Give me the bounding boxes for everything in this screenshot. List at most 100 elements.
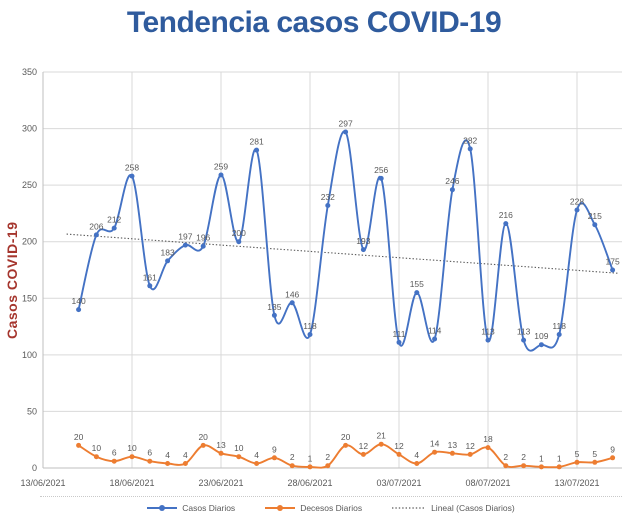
decesos-diarios-label: 2 xyxy=(325,452,330,462)
casos-diarios-label: 212 xyxy=(107,215,121,225)
casos-diarios-label: 200 xyxy=(232,228,246,238)
casos-diarios-label: 232 xyxy=(321,192,335,202)
casos-diarios-point xyxy=(574,207,580,213)
casos-diarios-point xyxy=(343,129,349,135)
decesos-diarios-point xyxy=(182,461,188,466)
decesos-line-icon xyxy=(265,505,296,511)
casos-diarios-label: 155 xyxy=(410,279,424,289)
casos-diarios-point xyxy=(111,225,117,231)
decesos-diarios-point xyxy=(271,455,277,461)
x-tick-label: 23/06/2021 xyxy=(198,478,243,488)
y-tick-label: 150 xyxy=(22,293,37,303)
casos-diarios-point xyxy=(325,203,331,208)
decesos-diarios-label: 12 xyxy=(465,441,475,451)
decesos-diarios-label: 18 xyxy=(483,434,493,444)
decesos-diarios-point xyxy=(610,455,616,461)
casos-diarios-point xyxy=(592,222,598,228)
y-tick-label: 100 xyxy=(22,350,37,360)
decesos-diarios-label: 20 xyxy=(74,432,84,442)
decesos-diarios-point xyxy=(76,442,82,448)
casos-diarios-label: 228 xyxy=(570,197,584,207)
casos-diarios-point xyxy=(218,172,224,178)
casos-diarios-label: 114 xyxy=(428,326,442,336)
casos-diarios-label: 111 xyxy=(393,329,406,339)
trend-line-icon xyxy=(392,507,427,509)
decesos-diarios-point xyxy=(165,461,171,466)
casos-diarios-point xyxy=(93,232,99,238)
decesos-diarios-point xyxy=(503,463,509,469)
casos-diarios-label: 193 xyxy=(356,236,370,246)
casos-diarios-point xyxy=(610,267,616,273)
casos-diarios-point xyxy=(538,342,544,348)
chart-title: Tendencia casos COVID-19 xyxy=(126,6,502,39)
legend: Casos Diarios Decesos Diarios Lineal (Ca… xyxy=(40,496,622,513)
casos-diarios-point xyxy=(271,312,277,318)
y-tick-label: 200 xyxy=(22,237,37,247)
casos-diarios-label: 118 xyxy=(552,321,566,331)
casos-diarios-point xyxy=(467,146,473,152)
decesos-diarios-point xyxy=(200,442,206,448)
decesos-diarios-label: 21 xyxy=(376,431,386,441)
decesos-diarios-label: 1 xyxy=(557,453,562,463)
decesos-diarios-label: 5 xyxy=(592,449,597,459)
decesos-diarios-point xyxy=(236,454,242,460)
decesos-diarios-label: 12 xyxy=(359,441,369,451)
casos-diarios-point xyxy=(556,332,562,337)
legend-item-decesos-diarios: Decesos Diarios xyxy=(265,503,362,513)
x-tick-label: 28/06/2021 xyxy=(287,478,332,488)
decesos-diarios-point xyxy=(343,442,349,448)
decesos-diarios-label: 5 xyxy=(575,449,580,459)
y-tick-label: 250 xyxy=(22,180,37,190)
legend-label-decesos: Decesos Diarios xyxy=(300,503,363,513)
decesos-diarios-label: 2 xyxy=(290,452,295,462)
decesos-diarios-point xyxy=(556,464,562,470)
decesos-diarios-label: 13 xyxy=(448,440,458,450)
casos-diarios-label: 206 xyxy=(89,221,103,231)
decesos-diarios-point xyxy=(111,458,117,464)
decesos-diarios-label: 1 xyxy=(539,453,544,463)
casos-diarios-point xyxy=(307,332,313,337)
casos-diarios-point xyxy=(449,187,455,193)
decesos-diarios-label: 1 xyxy=(308,453,313,463)
casos-diarios-point xyxy=(289,300,295,306)
casos-diarios-point xyxy=(182,242,188,248)
decesos-diarios-point xyxy=(378,441,384,447)
legend-item-lineal: Lineal (Casos Diarios) xyxy=(392,503,515,513)
decesos-diarios-label: 10 xyxy=(127,443,137,453)
legend-label-lineal: Lineal (Casos Diarios) xyxy=(431,503,515,513)
decesos-diarios-label: 2 xyxy=(503,452,508,462)
casos-diarios-label: 140 xyxy=(72,296,86,306)
legend-label-casos: Casos Diarios xyxy=(182,503,236,513)
decesos-diarios-point xyxy=(360,451,366,457)
decesos-diarios-label: 2 xyxy=(521,452,526,462)
decesos-diarios-label: 4 xyxy=(254,450,259,460)
casos-diarios-label: 113 xyxy=(517,327,531,337)
decesos-diarios-label: 6 xyxy=(112,448,117,458)
decesos-diarios-label: 9 xyxy=(610,444,615,454)
decesos-diarios-label: 12 xyxy=(394,441,404,451)
casos-diarios-label: 175 xyxy=(606,257,620,267)
decesos-diarios-label: 9 xyxy=(272,444,277,454)
casos-diarios-point xyxy=(432,336,438,342)
decesos-diarios-point xyxy=(414,461,420,466)
casos-diarios-point xyxy=(521,337,527,343)
x-tick-label: 13/07/2021 xyxy=(554,478,599,488)
casos-diarios-point xyxy=(200,243,206,249)
decesos-diarios-point xyxy=(307,464,313,470)
casos-diarios-point xyxy=(414,290,420,296)
decesos-diarios-label: 4 xyxy=(414,450,419,460)
x-tick-label: 03/07/2021 xyxy=(376,478,421,488)
x-tick-label: 18/06/2021 xyxy=(109,478,154,488)
casos-diarios-label: 215 xyxy=(588,211,602,221)
decesos-diarios-label: 10 xyxy=(92,443,102,453)
decesos-diarios-point xyxy=(449,450,455,456)
decesos-diarios-point xyxy=(147,458,153,464)
casos-line-icon xyxy=(147,505,178,511)
casos-diarios-label: 256 xyxy=(374,165,388,175)
decesos-diarios-label: 20 xyxy=(198,432,208,442)
casos-diarios-point xyxy=(254,147,260,153)
casos-diarios-label: 135 xyxy=(267,302,281,312)
casos-diarios-label: 118 xyxy=(303,321,317,331)
